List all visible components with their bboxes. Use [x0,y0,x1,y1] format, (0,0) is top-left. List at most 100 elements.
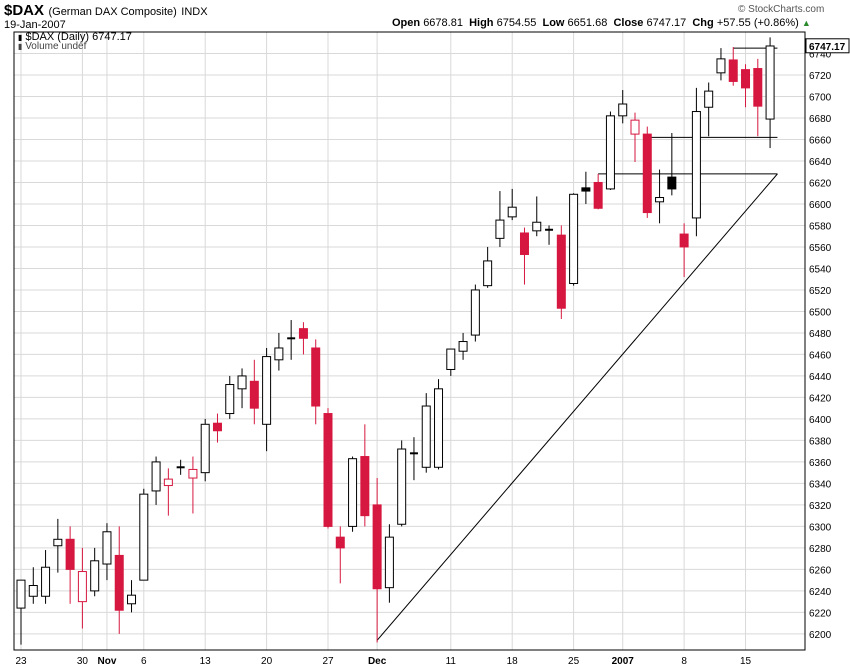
candle-body [298,328,308,339]
ohlc-summary: Open 6678.81 High 6754.55 Low 6651.68 Cl… [392,17,811,29]
candle [249,359,259,425]
candle-body [593,181,603,209]
candle [102,523,112,581]
candle [545,225,554,245]
candles [16,37,775,645]
candle-body [397,448,407,525]
candle-body [642,133,652,214]
y-tick-label: 6260 [809,565,832,576]
y-tick-label: 6600 [809,200,832,211]
y-tick-label: 6220 [809,608,832,619]
candle [348,456,358,532]
y-tick-label: 6460 [809,350,832,361]
candle-body [348,458,358,527]
x-tick-label: 18 [507,656,519,667]
candle [605,111,615,190]
up-arrow-icon: ▲ [801,18,811,28]
y-tick-label: 6700 [809,92,832,103]
candle [90,547,100,597]
x-tick-label: 25 [568,656,580,667]
candle [311,339,321,425]
candle [581,171,591,204]
candle-body [151,461,161,492]
x-tick-label: 6 [141,656,147,667]
credit: © StockCharts.com [738,4,825,15]
y-tick-label: 6500 [809,307,832,318]
candle [212,413,222,443]
candle-body [163,478,173,487]
candle [483,246,493,288]
y-tick-label: 6740 [809,49,832,60]
candle [127,580,137,613]
candle-body [225,384,235,415]
candle [434,379,444,470]
candle [176,459,185,475]
candle-body [605,115,615,190]
symbol: $DAX [4,2,45,19]
candle [655,169,665,224]
candle [679,223,689,278]
x-axis: 23 30 Nov 6 13 20 27 Dec 11 18 25 2007 8 15 [15,656,751,667]
candle [274,332,284,371]
candle [323,408,333,529]
candle-body [765,45,775,120]
candle-body [262,356,272,425]
y-tick-label: 6340 [809,479,832,490]
open-value: 6678.81 [423,17,463,29]
candle [114,526,124,634]
chart-title: $DAX (German DAX Composite) INDX [4,2,208,20]
legend-volume: ▮ Volume undef [18,41,132,52]
candle [372,478,382,643]
candle [667,133,677,196]
candle [753,58,763,137]
candle [519,227,529,285]
candle-body [311,347,321,407]
high-label: High [469,17,494,29]
legend-price-text: $DAX (Daily) 6747.17 [25,31,132,43]
legend-price: ▮ $DAX (Daily) 6747.17 [18,31,132,43]
candle-body [212,422,222,432]
high-value: 6754.55 [496,17,537,29]
candle [765,37,775,149]
candle-body [360,456,370,517]
x-tick-label: 13 [200,656,212,667]
candle-body [188,468,198,479]
candle-body [335,536,345,549]
x-tick-label: Nov [98,656,117,667]
last-price-marker: 6747.17 [805,38,850,54]
candle-body [630,119,640,135]
candle-body [679,233,689,248]
candle [200,418,210,482]
candle-body [28,585,38,597]
candle-body [114,554,124,611]
candle [618,90,628,124]
candle [262,347,272,452]
legend: ▮ $DAX (Daily) 6747.17 ▮ Volume undef [18,31,132,52]
candle-body [556,234,566,309]
candle [41,550,51,604]
candle [642,126,652,218]
candle-body [483,260,493,287]
candle [593,173,603,210]
chart-annotations [376,47,778,641]
candle [188,456,198,514]
trend-line [376,173,778,641]
x-tick-label: 8 [681,656,687,667]
y-tick-label: 6320 [809,501,832,512]
candle-body [495,219,505,239]
index-name: (German DAX Composite) [48,6,177,18]
y-axis: 6200 6220 6240 6260 6280 6300 6320 6340 6360 6380… [809,49,832,640]
candle-body [507,206,517,218]
y-tick-label: 6300 [809,522,832,533]
candle [691,87,701,237]
candle [77,547,87,629]
x-tick-label: 30 [77,656,89,667]
y-tick-label: 6720 [809,71,832,82]
x-tick-label: 20 [261,656,273,667]
candle [139,488,149,581]
candle-body [90,560,100,592]
candle-body [691,111,701,219]
y-tick-label: 6480 [809,329,832,340]
candle-body [77,571,87,603]
candle [556,225,566,319]
